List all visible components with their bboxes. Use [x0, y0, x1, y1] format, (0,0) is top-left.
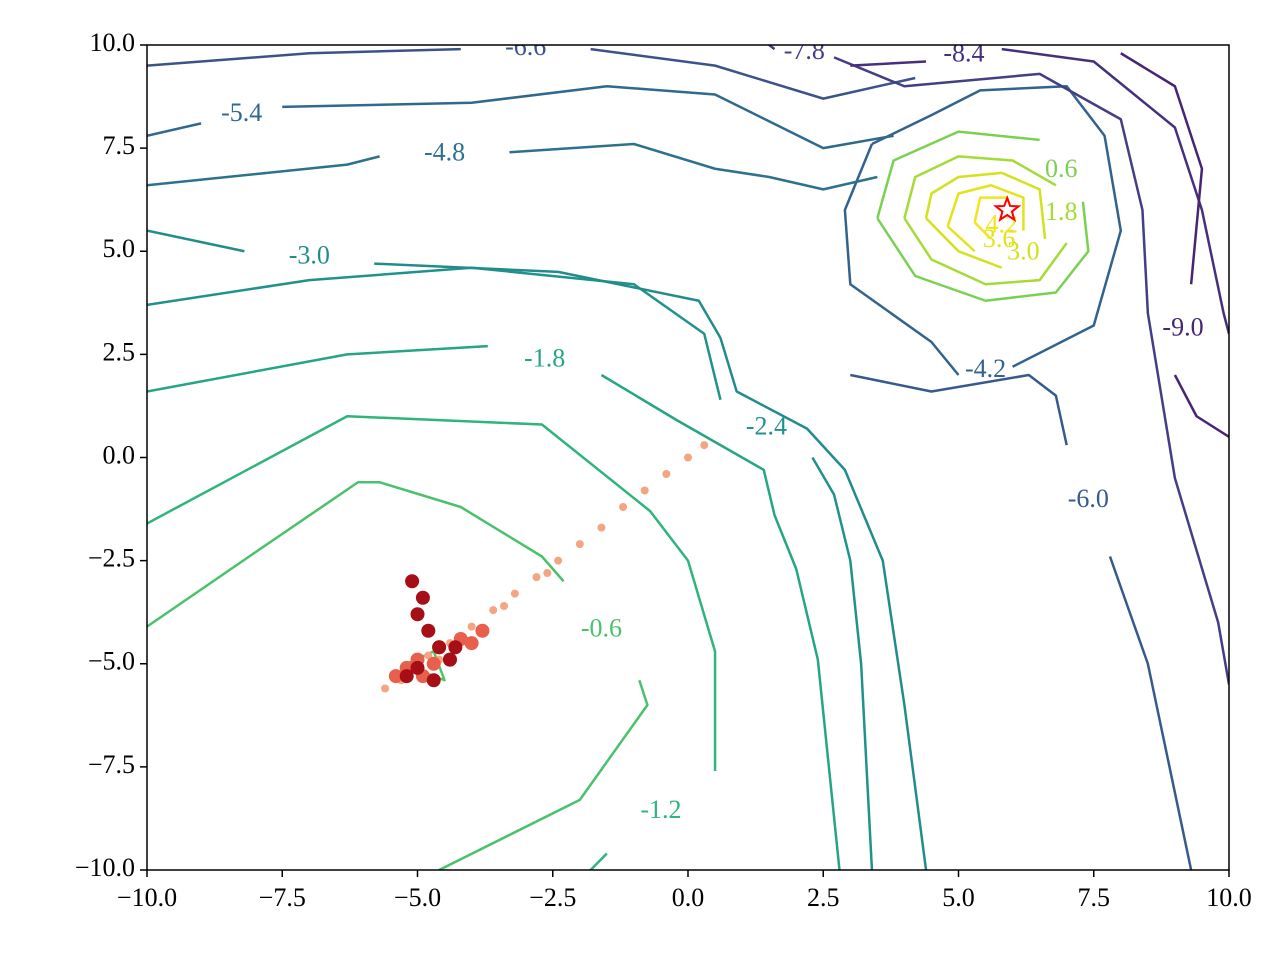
- plot-area: -0.6 -1.2 -1.8 -2.4 -3.0 -4.2 -4.8 -5.4 -6.0 -6.6…: [147, 32, 1229, 870]
- sample-point: [410, 660, 425, 675]
- contour-label: -3.0: [289, 240, 330, 269]
- sample-point: [381, 684, 390, 693]
- contour-line: [843, 85, 1123, 376]
- contour-label: -6.0: [1068, 484, 1109, 513]
- sample-point: [684, 453, 692, 462]
- sample-point: [640, 486, 649, 495]
- contour-label: -4.2: [965, 354, 1006, 383]
- sample-point: [575, 540, 584, 549]
- sample-point: [532, 573, 541, 582]
- y-tick-label: 0.0: [103, 440, 136, 469]
- x-tick-label: 0.0: [672, 883, 705, 912]
- contour-label: -9.0: [1162, 313, 1203, 342]
- sample-point: [619, 503, 628, 511]
- contour-line: [903, 155, 1068, 286]
- y-tick-label: 10.0: [90, 28, 136, 57]
- x-tick-label: −2.5: [529, 883, 576, 912]
- y-tick-label: −5.0: [88, 647, 135, 676]
- sample-point: [475, 623, 490, 638]
- contour-line: [876, 130, 1090, 302]
- sample-point: [467, 622, 476, 631]
- y-tick-label: −7.5: [88, 750, 135, 779]
- x-tick-label: −5.0: [394, 883, 441, 912]
- contour-line: [147, 47, 916, 100]
- contour-label: -0.6: [581, 614, 622, 643]
- sample-point: [432, 640, 447, 655]
- contour-label: -1.2: [640, 795, 681, 824]
- sample-point: [442, 652, 457, 667]
- contour-line: [147, 85, 894, 150]
- x-tick-label: 5.0: [942, 883, 975, 912]
- sample-point: [464, 636, 479, 651]
- contour-label: -1.8: [524, 344, 565, 373]
- y-tick-label: −2.5: [88, 544, 135, 573]
- contour-label: -2.4: [746, 412, 787, 441]
- contour-line: [147, 229, 928, 870]
- y-tick-label: 2.5: [103, 337, 136, 366]
- contour-label: 3.6: [983, 224, 1016, 253]
- contour-label: 1.8: [1045, 197, 1078, 226]
- sample-point: [554, 556, 563, 565]
- contour-line: [147, 481, 649, 870]
- contour-label: -8.4: [943, 38, 984, 67]
- y-tick-label: 5.0: [103, 234, 136, 263]
- sample-point: [510, 589, 519, 598]
- y-tick-label: 7.5: [103, 131, 136, 160]
- contour-line: [147, 266, 874, 870]
- sample-point: [410, 607, 425, 622]
- sample-point: [662, 470, 671, 478]
- y-tick-label: −10.0: [75, 853, 135, 882]
- x-tick-label: 2.5: [807, 883, 840, 912]
- sample-point: [597, 523, 606, 532]
- sample-point: [500, 602, 509, 610]
- sample-point: [415, 590, 430, 605]
- contour-line: [1120, 52, 1229, 438]
- x-tick-label: 10.0: [1206, 883, 1252, 912]
- contour-label: -5.4: [221, 98, 262, 127]
- contour-line: [147, 142, 878, 191]
- contour-label: 3.0: [1007, 236, 1040, 265]
- contour-line: [946, 184, 1025, 253]
- x-tick-label: −10.0: [117, 883, 177, 912]
- x-tick-label: −7.5: [259, 883, 306, 912]
- contour-label: 0.6: [1045, 154, 1078, 183]
- contour-line: [850, 47, 1229, 335]
- sample-point: [399, 669, 414, 684]
- contour-line: [850, 373, 1193, 870]
- sample-point: [426, 656, 441, 671]
- x-tick-label: 7.5: [1078, 883, 1111, 912]
- sample-point: [543, 569, 552, 577]
- contour-line: [147, 415, 717, 870]
- sample-point: [405, 574, 420, 589]
- contour-line: [924, 171, 1047, 269]
- contour-label: -6.6: [505, 32, 546, 61]
- contour-label: -4.8: [424, 137, 465, 166]
- sample-point: [426, 673, 441, 688]
- sample-point: [700, 441, 709, 450]
- optimum-marker: [993, 195, 1022, 223]
- sample-point: [388, 669, 403, 684]
- sample-point: [424, 651, 433, 660]
- sample-point: [421, 623, 436, 638]
- sample-point: [448, 640, 463, 655]
- contour-label: -7.8: [784, 36, 825, 65]
- contour-line: [147, 344, 841, 870]
- sample-point: [489, 606, 498, 615]
